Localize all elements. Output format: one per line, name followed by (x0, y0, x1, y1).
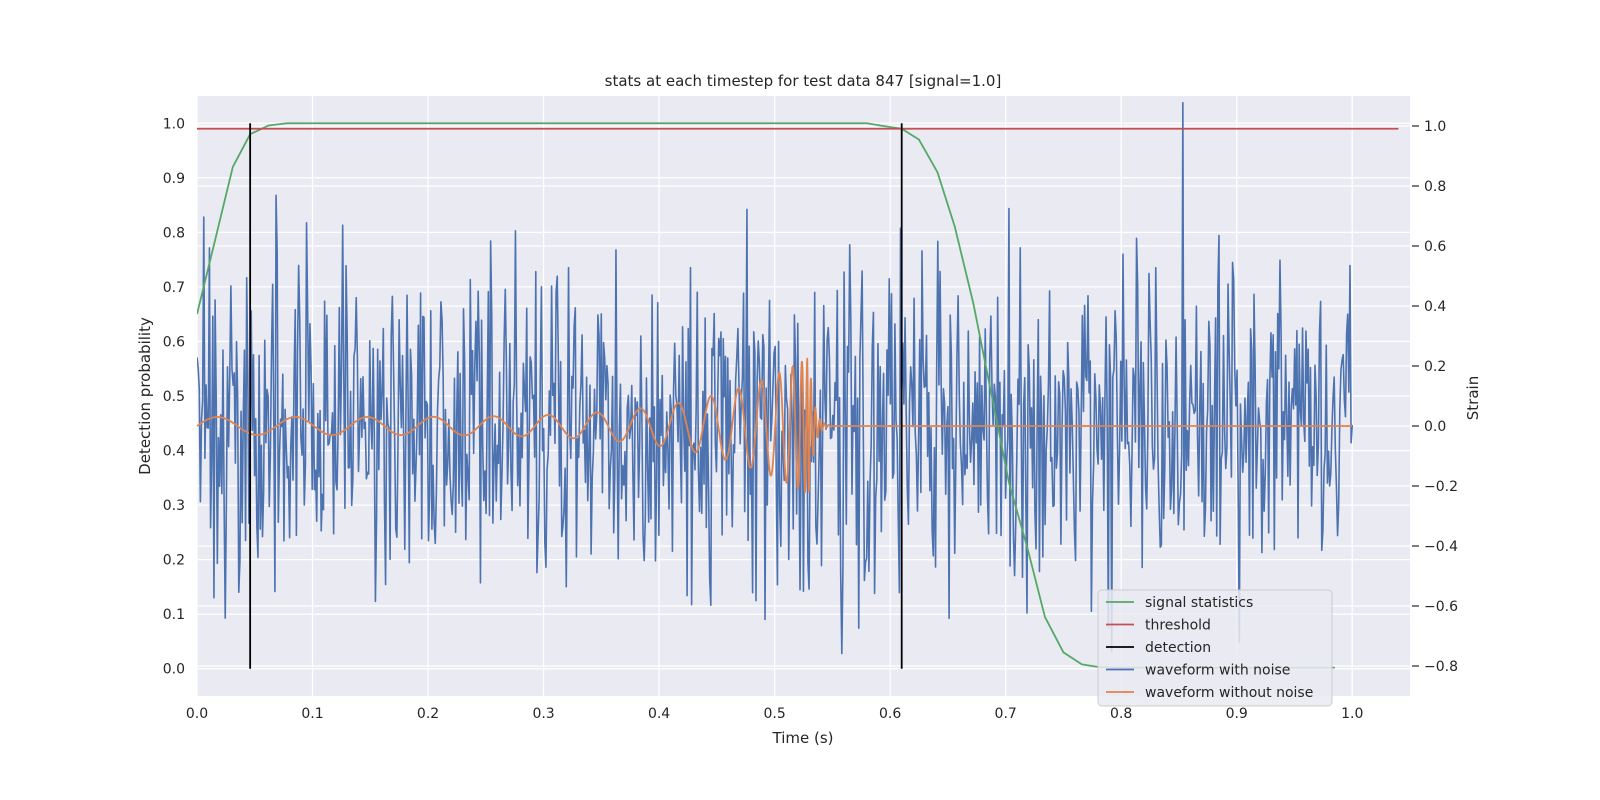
x-tick-label: 0.3 (532, 706, 554, 722)
x-tick-label: 0.6 (879, 706, 901, 722)
y-tick-label-right: −0.4 (1424, 539, 1458, 555)
y-tick-label-left: 0.2 (163, 553, 185, 569)
y-tick-label-right: 0.4 (1424, 299, 1446, 315)
x-tick-label: 1.0 (1341, 706, 1363, 722)
legend-item-label: waveform without noise (1145, 685, 1313, 701)
legend-item-label: threshold (1145, 618, 1211, 634)
y-tick-label-left: 0.4 (163, 444, 185, 460)
y-tick-label-right: 0.0 (1424, 419, 1446, 435)
x-tick-label: 0.0 (186, 706, 208, 722)
x-tick-label: 0.9 (1226, 706, 1248, 722)
y-tick-label-left: 0.0 (163, 662, 185, 678)
y-tick-label-right: −0.6 (1424, 599, 1458, 615)
y-axis-label-left: Detection probability (136, 317, 154, 475)
legend-item-label: detection (1145, 640, 1211, 656)
y-tick-label-right: 0.8 (1424, 179, 1446, 195)
y-tick-label-right: −0.8 (1424, 659, 1458, 675)
y-tick-label-right: 0.6 (1424, 239, 1446, 255)
x-tick-label: 0.8 (1110, 706, 1132, 722)
y-tick-label-left: 0.8 (163, 225, 185, 241)
legend-item-label: waveform with noise (1145, 663, 1290, 679)
y-tick-label-left: 0.6 (163, 334, 185, 350)
y-tick-label-left: 0.5 (163, 389, 185, 405)
x-axis-label: Time (s) (772, 729, 834, 747)
legend-item-label: signal statistics (1145, 595, 1253, 611)
y-tick-label-left: 0.3 (163, 498, 185, 514)
legend-box (1097, 589, 1333, 707)
y-tick-label-left: 1.0 (163, 116, 185, 132)
y-tick-label-left: 0.9 (163, 171, 185, 187)
x-tick-label: 0.7 (995, 706, 1017, 722)
y-tick-label-right: 1.0 (1424, 119, 1446, 135)
x-tick-label: 0.2 (417, 706, 439, 722)
y-tick-label-right: −0.2 (1424, 479, 1458, 495)
x-tick-label: 0.5 (763, 706, 785, 722)
waveform-with-noise-line (197, 101, 1354, 655)
x-tick-label: 0.4 (648, 706, 670, 722)
waveform-without-noise-line (197, 357, 1353, 494)
y-axis-label-right: Strain (1464, 376, 1482, 420)
x-tick-label: 0.1 (301, 706, 323, 722)
y-tick-label-left: 0.1 (163, 607, 185, 623)
axes-layer: 0.0 0.1 0.2 0.3 0.4 0.5 0.6 0.7 0.8 0.9 1.0 0.0 0.1 0… (163, 116, 1458, 722)
legend: signal statistics threshold detection wavef… (1097, 589, 1333, 707)
chart-title: stats at each timestep for test data 847… (605, 72, 1002, 90)
y-tick-label-right: 0.2 (1424, 359, 1446, 375)
y-tick-label-left: 0.7 (163, 280, 185, 296)
